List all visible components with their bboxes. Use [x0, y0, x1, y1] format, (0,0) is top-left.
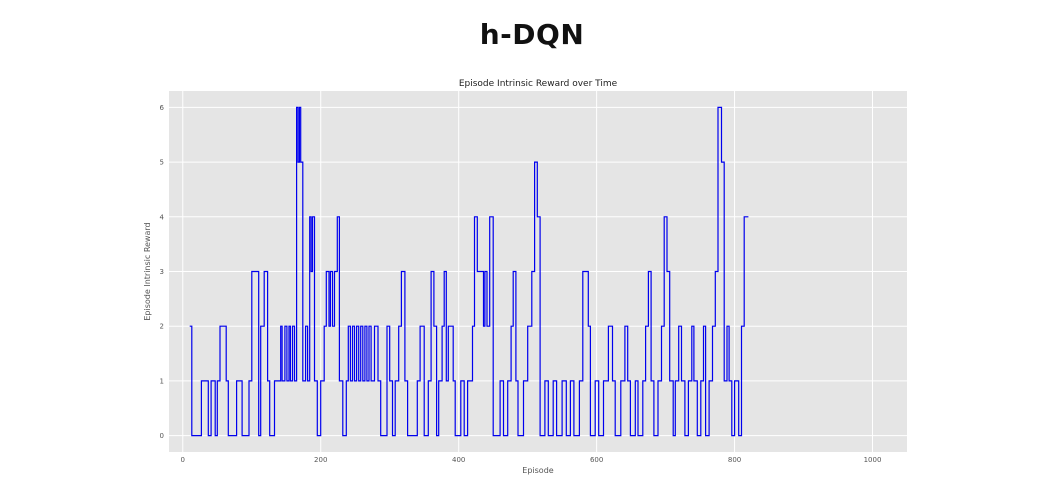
x-tick-label: 0 — [181, 456, 185, 464]
x-tick-label: 200 — [314, 456, 327, 464]
y-tick-label: 5 — [160, 159, 164, 167]
tick-labels: 0 200 400 600 800 1000 0 1 2 3 4 5 6 — [160, 104, 882, 464]
page-heading: h-DQN — [479, 18, 585, 51]
y-tick-label: 4 — [160, 213, 165, 221]
y-tick-label: 6 — [160, 104, 165, 112]
y-tick-label: 0 — [160, 432, 164, 440]
x-axis-label: Episode — [522, 466, 553, 475]
series-line — [189, 106, 749, 437]
x-tick-label: 600 — [590, 456, 603, 464]
x-tick-label: 1000 — [864, 456, 882, 464]
y-tick-label: 1 — [160, 377, 164, 385]
y-tick-label: 2 — [160, 323, 164, 331]
y-tick-label: 3 — [160, 268, 164, 276]
x-tick-label: 800 — [728, 456, 741, 464]
y-axis-label: Episode Intrinsic Reward — [143, 222, 152, 320]
x-tick-label: 400 — [452, 456, 465, 464]
chart-title: Episode Intrinsic Reward over Time — [459, 79, 618, 89]
